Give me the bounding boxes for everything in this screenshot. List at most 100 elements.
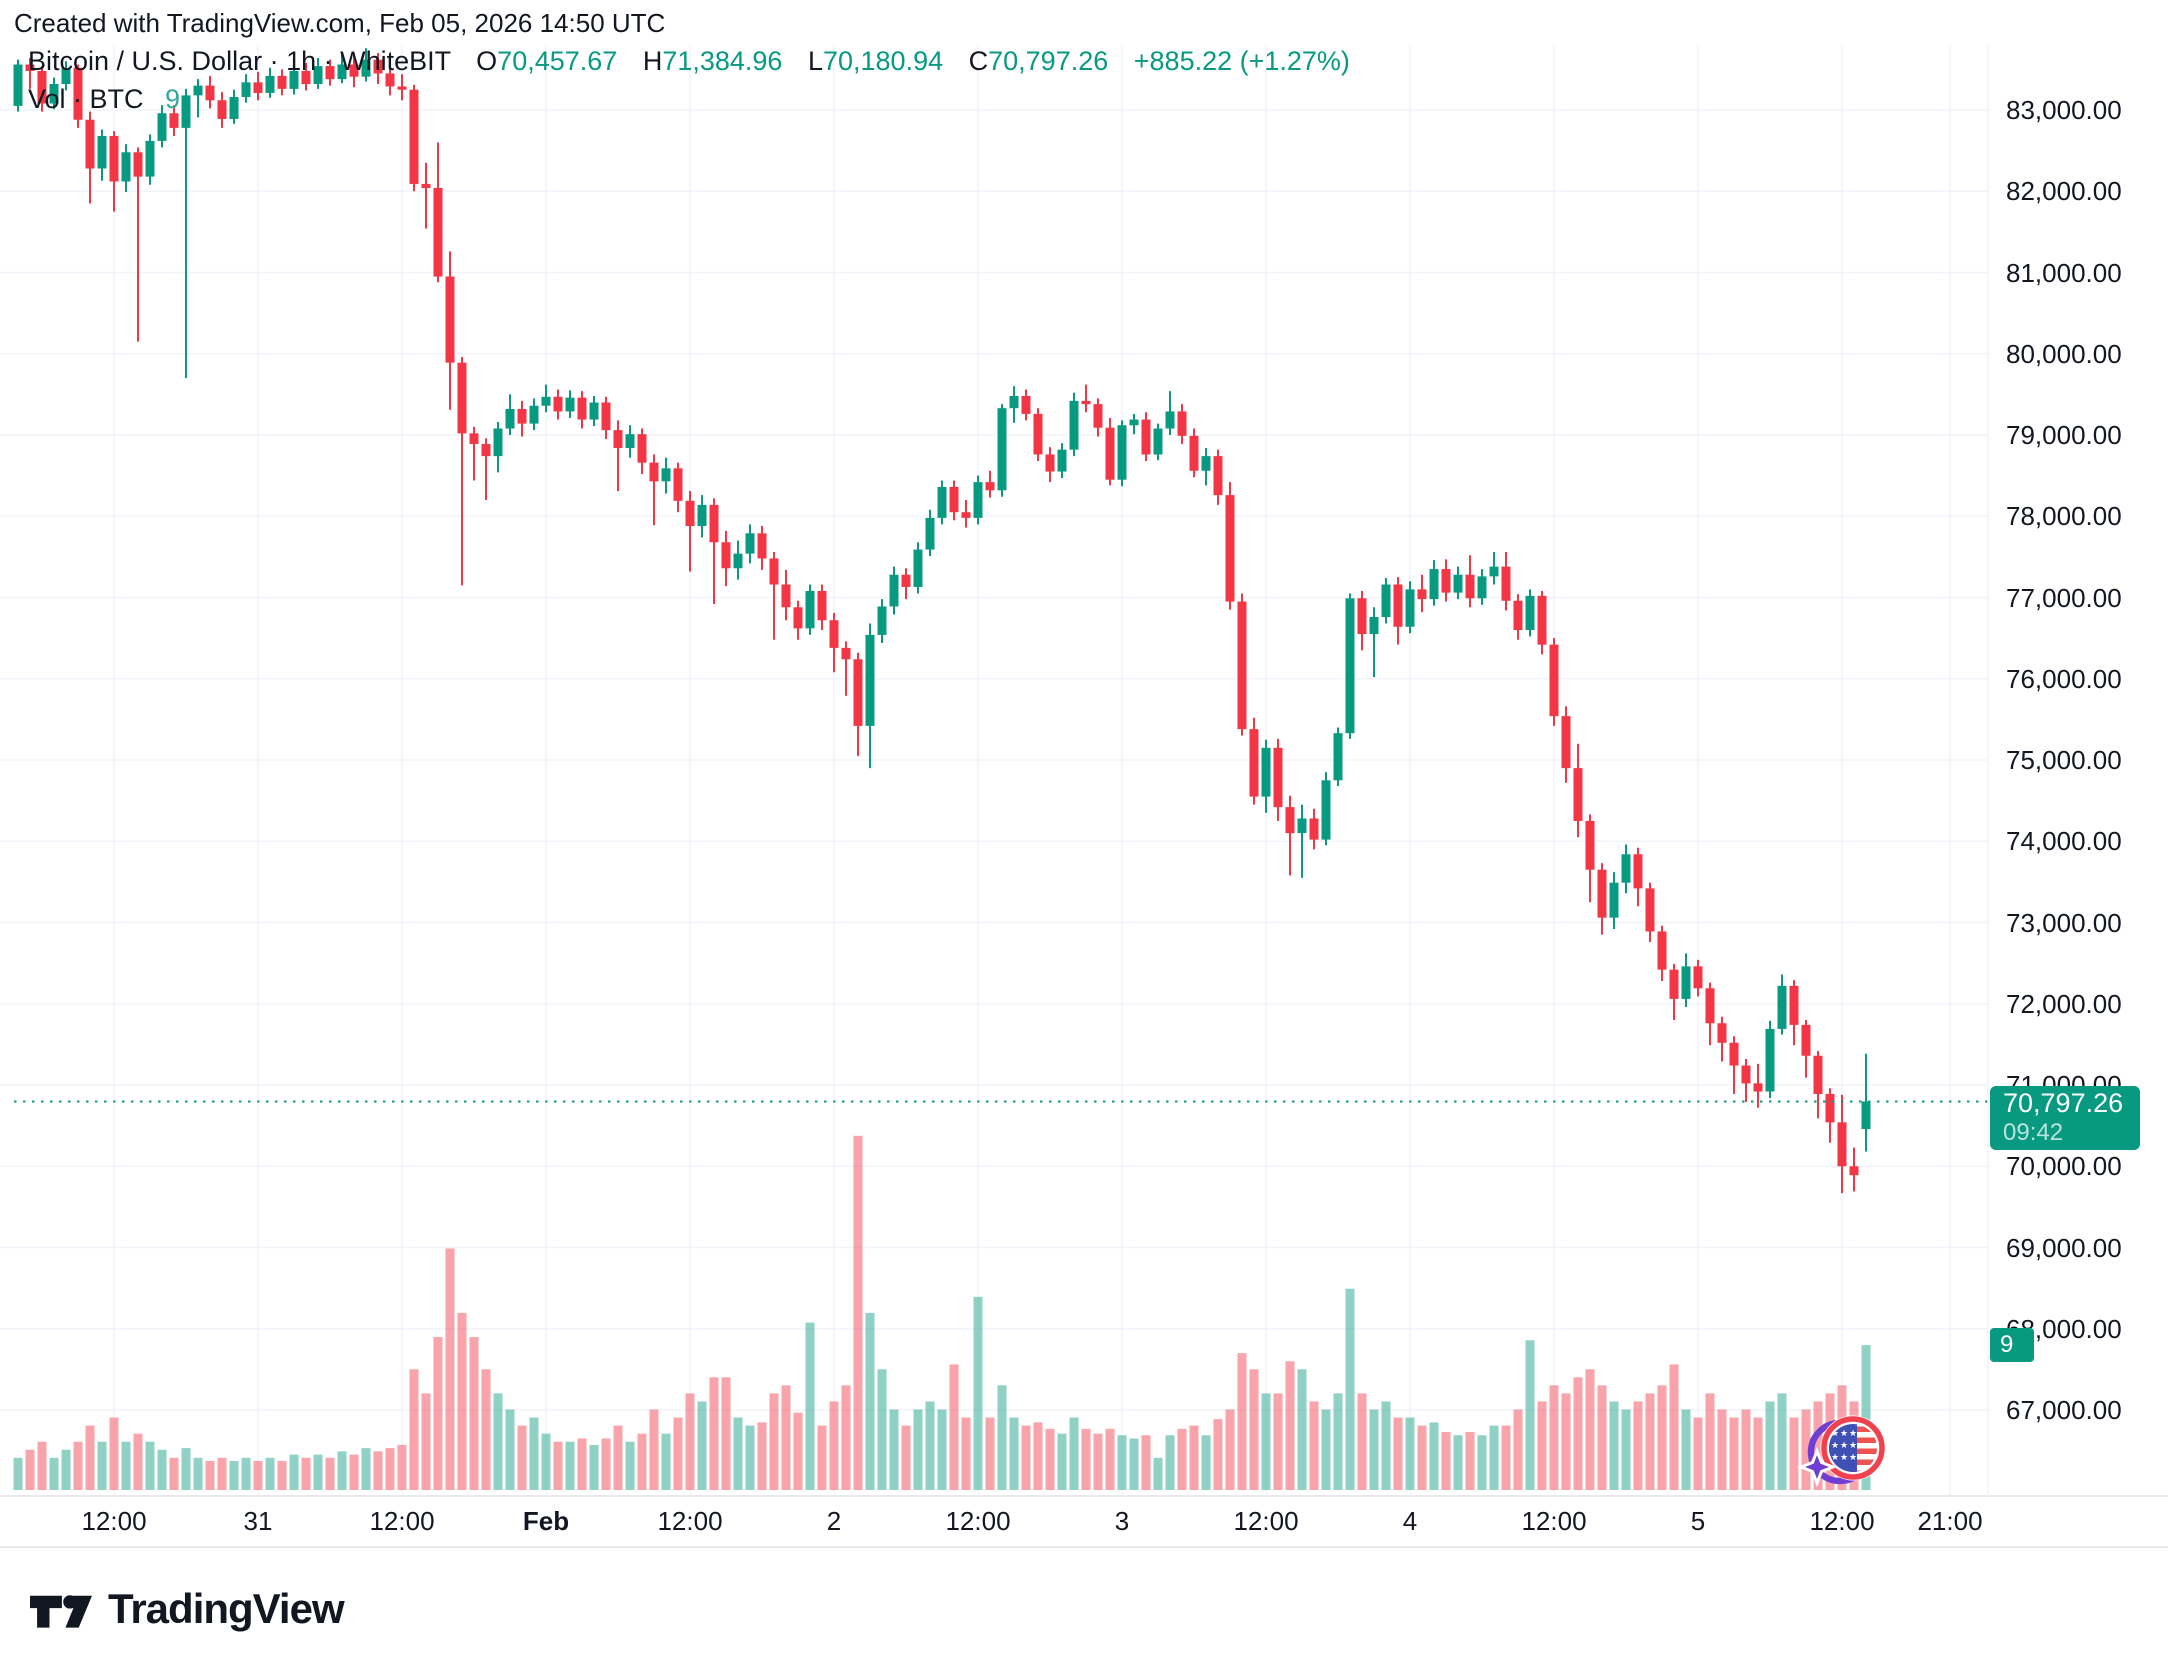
symbol-legend[interactable]: Bitcoin / U.S. Dollar · 1h · WhiteBIT O7…	[28, 46, 1350, 77]
volume-bar	[1093, 1433, 1103, 1490]
time-axis-label: Feb	[522, 1506, 570, 1536]
volume-bar	[1765, 1401, 1775, 1490]
candle-body	[157, 113, 167, 141]
volume-legend[interactable]: Vol · BTC 9	[28, 84, 180, 115]
volume-bar	[301, 1457, 311, 1490]
candle-body	[1657, 931, 1667, 970]
candle-body	[13, 64, 23, 106]
volume-bar	[565, 1441, 575, 1490]
candle-body	[49, 84, 59, 104]
candle-wick	[773, 552, 775, 640]
volume-bar	[637, 1433, 647, 1490]
candle-body	[1693, 966, 1703, 989]
volume-bar	[709, 1377, 719, 1490]
price-axis-label: 82,000.00	[2006, 176, 2122, 207]
candle-body	[1405, 589, 1415, 627]
volume-bar	[1129, 1438, 1139, 1490]
price-axis-label: 67,000.00	[2006, 1395, 2122, 1425]
volume-bar	[337, 1451, 347, 1490]
volume-bar	[1177, 1428, 1187, 1490]
candle-body	[829, 620, 839, 648]
candle-body	[145, 140, 155, 177]
candle-body	[1621, 854, 1631, 883]
volume-bar	[877, 1369, 887, 1490]
candle-body	[25, 64, 35, 71]
candle-body	[169, 113, 179, 128]
candle-body	[1417, 589, 1427, 600]
candle-body	[1381, 584, 1391, 617]
volume-bar	[1069, 1417, 1079, 1490]
candle-body	[949, 487, 959, 513]
candle-body	[337, 64, 347, 80]
candle-body	[205, 85, 215, 101]
volume-bar	[1669, 1364, 1679, 1490]
candle-body	[1441, 569, 1451, 593]
candle-body	[1261, 747, 1271, 797]
candle-body	[1513, 600, 1523, 630]
time-axis-label: 12:00	[657, 1506, 723, 1536]
price-axis-label: 78,000.00	[2006, 501, 2122, 532]
time-axis-label: 12:00	[1809, 1506, 1875, 1536]
candle-body	[1849, 1166, 1859, 1176]
candle-body	[553, 396, 563, 412]
candle-body	[877, 606, 887, 635]
time-axis-label: 31	[243, 1506, 273, 1536]
volume-bar	[313, 1454, 323, 1490]
candle-body	[1105, 427, 1115, 480]
candle-body	[1537, 595, 1547, 645]
volume-bar	[373, 1451, 383, 1490]
volume-bar	[889, 1409, 899, 1490]
volume-bar	[385, 1448, 395, 1490]
volume-bar	[1105, 1428, 1115, 1490]
price-axis-label: 80,000.00	[2006, 338, 2122, 369]
volume-bar	[1009, 1417, 1019, 1490]
time-axis-label: 12:00	[369, 1506, 435, 1536]
candle-body	[229, 97, 239, 119]
candle-body	[1489, 566, 1499, 577]
candle-body	[1609, 882, 1619, 918]
volume-bar	[865, 1312, 875, 1490]
volume-bar	[1861, 1345, 1871, 1490]
volume-bar	[529, 1417, 539, 1490]
candle-body	[1213, 456, 1223, 496]
volume-axis-badge: 9	[1990, 1328, 2034, 1363]
volume-bar	[913, 1409, 923, 1490]
candle-body	[385, 73, 395, 87]
candle-wick	[653, 454, 655, 526]
candle-body	[1045, 454, 1055, 472]
svg-text:★: ★	[1840, 1452, 1848, 1462]
volume-bar	[1321, 1409, 1331, 1490]
volume-bar	[49, 1457, 59, 1490]
candle-body	[565, 397, 575, 412]
candle-body	[1225, 495, 1235, 602]
candle-body	[601, 402, 611, 431]
candle-body	[589, 402, 599, 420]
candle-wick	[845, 641, 847, 696]
volume-bar	[457, 1312, 467, 1490]
svg-text:★: ★	[1849, 1440, 1857, 1450]
volume-bar	[1717, 1409, 1727, 1490]
candle-body	[433, 188, 443, 277]
candle-body	[1429, 569, 1439, 600]
tradingview-logo[interactable]: TradingView	[30, 1585, 345, 1633]
volume-bar	[1813, 1401, 1823, 1490]
volume-bar	[781, 1385, 791, 1490]
volume-bar	[1561, 1393, 1571, 1490]
volume-bar	[769, 1393, 779, 1490]
candle-body	[1813, 1055, 1823, 1094]
svg-text:★: ★	[1849, 1452, 1857, 1462]
volume-bar	[1441, 1432, 1451, 1490]
candle-body	[1825, 1093, 1835, 1123]
volume-bar	[97, 1441, 107, 1490]
volume-bar	[1753, 1417, 1763, 1490]
price-axis-label: 76,000.00	[2006, 663, 2122, 694]
volume-bar	[361, 1448, 371, 1490]
candle-wick	[425, 162, 427, 229]
candle-body	[1453, 574, 1463, 593]
candle-body	[253, 82, 263, 93]
volume-bar	[157, 1449, 167, 1490]
us-flag-sparkle-icon[interactable]: ★ ★ ★ ★ ★ ★ ★ ★ ★	[1795, 1398, 1915, 1498]
volume-bar	[517, 1425, 527, 1490]
candle-body	[349, 64, 359, 77]
